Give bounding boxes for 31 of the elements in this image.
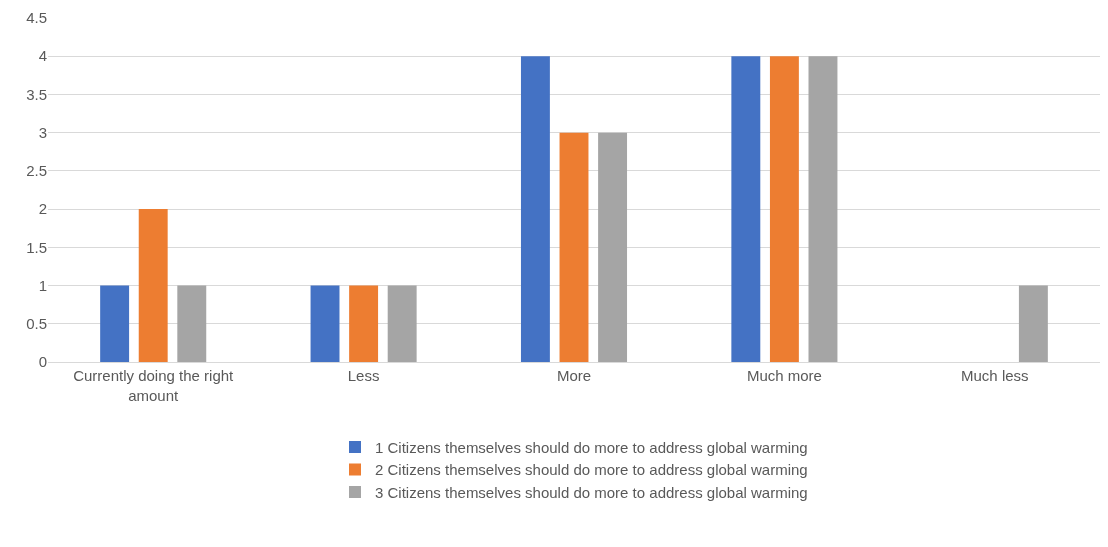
bar (387, 285, 417, 362)
bar (598, 132, 628, 362)
x-tick-label: Much less (961, 367, 1029, 384)
y-tick-label: 0.5 (26, 315, 47, 333)
x-tick-label: More (556, 367, 592, 384)
legend-label: 2 Citizens themselves should do more to address global warming (375, 461, 808, 479)
y-tick-label: 1.5 (26, 238, 47, 256)
y-tick-label: 0 (38, 353, 47, 371)
bar (310, 285, 340, 362)
legend-label: 1 Citizens themselves should do more to address global warming (375, 438, 808, 456)
y-tick-label: 4 (38, 47, 47, 65)
legend-label: 3 Citizens themselves should do more to address global warming (375, 483, 808, 501)
bar (520, 56, 550, 362)
bar (1018, 285, 1048, 362)
bar (808, 56, 838, 362)
x-tick-label: Much more (746, 367, 822, 384)
y-tick-label: 3.5 (26, 85, 47, 103)
x-tick-label: Currently doing the right amount (73, 367, 235, 404)
x-tick-label: Less (347, 367, 380, 384)
y-tick-label: 2.5 (26, 162, 47, 180)
bar (100, 285, 130, 362)
bar (349, 285, 379, 362)
y-tick-label: 3 (38, 123, 47, 141)
bar (138, 209, 168, 362)
bar (559, 132, 589, 362)
y-tick-label: 2 (38, 200, 47, 218)
y-tick-label: 1 (38, 276, 47, 294)
bar (769, 56, 799, 362)
bar (177, 285, 207, 362)
y-tick-label: 4.5 (26, 9, 47, 27)
bar (731, 56, 761, 362)
